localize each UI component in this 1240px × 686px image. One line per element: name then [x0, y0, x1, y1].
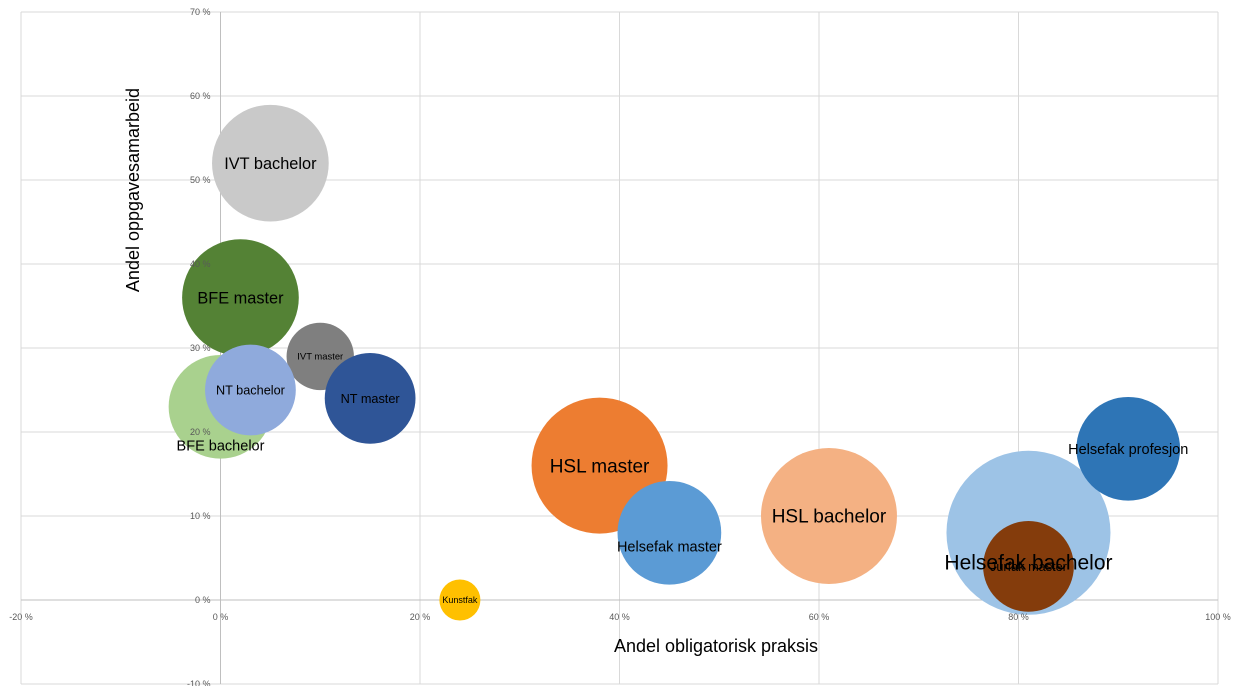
x-axis-title: Andel obligatorisk praksis	[614, 636, 818, 656]
bubble-label: BFE master	[197, 289, 284, 307]
bubble	[617, 480, 722, 585]
y-tick-label: 50 %	[190, 175, 211, 185]
bubble-label: NT master	[341, 392, 401, 406]
bubble-label: HSL master	[550, 456, 650, 477]
x-tick-label: 0 %	[213, 612, 229, 622]
bubble-label: Helsefak bachelor	[944, 552, 1112, 575]
y-tick-label: 10 %	[190, 511, 211, 521]
x-tick-label: 80 %	[1008, 612, 1029, 622]
x-tick-label: 20 %	[410, 612, 431, 622]
y-tick-label: 0 %	[195, 595, 211, 605]
bubble-label: Helsefak profesjon	[1068, 442, 1188, 458]
bubbles: Helsefak bachelor IVT bachelor BFE master B…	[168, 104, 1188, 621]
x-tick-label: 100 %	[1205, 612, 1231, 622]
x-tick-label: 40 %	[609, 612, 630, 622]
x-tick-label: 60 %	[809, 612, 830, 622]
bubble-label: Helsefak master	[617, 539, 722, 555]
y-tick-label: 40 %	[190, 259, 211, 269]
bubble-label: IVT bachelor	[224, 155, 317, 173]
bubble	[983, 521, 1074, 612]
bubble-label: IVT master	[297, 351, 343, 362]
tick-labels: -20 % 0 % 20 % 40 % 60 % 80 % 100 % -10 % 0 % 10 …	[9, 7, 1231, 686]
bubble-label: BFE bachelor	[177, 439, 265, 455]
y-tick-label: -10 %	[187, 679, 211, 686]
bubble	[439, 579, 481, 621]
bubble	[205, 344, 296, 436]
y-tick-label: 60 %	[190, 91, 211, 101]
x-tick-label: -20 %	[9, 612, 33, 622]
bubble	[324, 353, 416, 444]
bubble	[212, 104, 329, 222]
bubble	[182, 239, 299, 356]
y-axis-title: Andel oppgavesamarbeid	[123, 88, 143, 292]
bubble	[1076, 396, 1181, 501]
bubble	[760, 448, 897, 584]
bubble-label: HSL bachelor	[772, 507, 887, 528]
bubble-label: Kunstfak	[442, 595, 478, 605]
y-tick-label: 20 %	[190, 427, 211, 437]
y-tick-label: 30 %	[190, 343, 211, 353]
bubble-label: NT bachelor	[216, 383, 286, 397]
y-tick-label: 70 %	[190, 7, 211, 17]
bubble-label: Jurfak master	[990, 560, 1068, 574]
